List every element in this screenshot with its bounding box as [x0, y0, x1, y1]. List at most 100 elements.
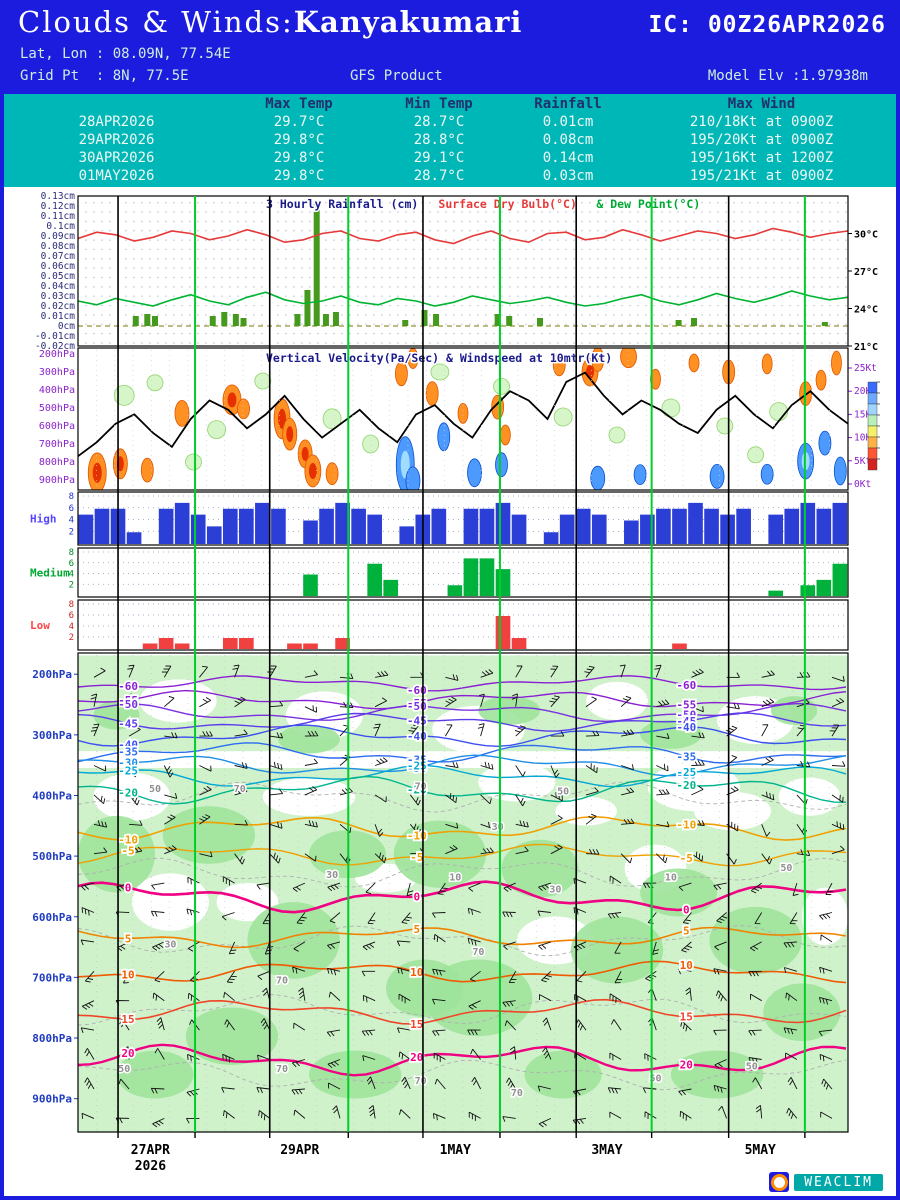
svg-text:-55: -55 [118, 694, 138, 707]
svg-text:0.1cm: 0.1cm [46, 221, 75, 232]
svg-text:8: 8 [69, 492, 74, 502]
column-header: Max Temp [265, 96, 333, 112]
forecast-max-wind: 210/18Kt at 0900Z [689, 114, 834, 130]
svg-text:3MAY: 3MAY [591, 1143, 622, 1158]
svg-text:15: 15 [680, 1011, 693, 1024]
svg-text:70: 70 [276, 976, 288, 987]
svg-text:-0.01cm: -0.01cm [35, 331, 75, 342]
svg-text:4: 4 [69, 622, 74, 632]
svg-text:500hPa: 500hPa [32, 850, 72, 863]
svg-text:5Kt: 5Kt [854, 456, 871, 467]
forecast-table: Max Temp Min Temp Rainfall Max Wind 28APR20… [4, 94, 896, 187]
svg-text:15: 15 [410, 1018, 423, 1031]
svg-text:200hPa: 200hPa [39, 349, 75, 360]
forecast-min-temp: 28.8°C [413, 132, 465, 148]
forecast-rainfall: 0.08cm [542, 132, 594, 148]
svg-text:30: 30 [164, 940, 176, 951]
svg-text:Surface Dry Bulb(°C): Surface Dry Bulb(°C) [438, 197, 576, 211]
svg-text:70: 70 [511, 1088, 523, 1099]
forecast-table-header-row: Max Temp Min Temp Rainfall Max Wind [4, 95, 896, 113]
svg-text:10Kt: 10Kt [854, 433, 877, 444]
svg-text:2026: 2026 [135, 1159, 166, 1174]
svg-text:4: 4 [69, 516, 74, 526]
svg-text:15: 15 [121, 1013, 134, 1026]
svg-text:-40: -40 [118, 739, 138, 752]
svg-text:70: 70 [472, 947, 484, 958]
svg-text:70: 70 [276, 1064, 288, 1075]
forecast-max-wind: 195/21Kt at 0900Z [689, 168, 834, 184]
title-prefix: Clouds & Winds: [18, 5, 294, 39]
velocity-colorbar [867, 381, 880, 471]
svg-text:24°C: 24°C [854, 305, 878, 316]
svg-text:27APR: 27APR [131, 1143, 170, 1158]
svg-text:-60: -60 [118, 680, 138, 693]
svg-text:5MAY: 5MAY [745, 1143, 776, 1158]
lat-lon-label: Lat, Lon : 08.09N, 77.54E [20, 46, 231, 62]
svg-text:50: 50 [149, 784, 161, 795]
svg-text:-0.02cm: -0.02cm [35, 341, 75, 352]
svg-text:0.03cm: 0.03cm [41, 291, 76, 302]
svg-text:-5: -5 [121, 844, 134, 857]
svg-text:0cm: 0cm [58, 321, 75, 332]
svg-text:70: 70 [415, 782, 427, 793]
svg-text:0.07cm: 0.07cm [41, 251, 76, 262]
svg-text:-45: -45 [676, 715, 696, 728]
column-header: Rainfall [534, 96, 602, 112]
panel-cloud-high: 8 6 42 High [30, 491, 849, 546]
panel-rainfall-temp: 0.13cm0.12cm0.11cm0.1cm0.09cm0.08cm0.07c… [35, 191, 878, 353]
weaclim-logo-icon [769, 1172, 790, 1192]
svg-text:0.13cm: 0.13cm [41, 191, 76, 202]
svg-text:50: 50 [118, 1064, 130, 1075]
svg-text:Low: Low [30, 619, 50, 632]
meteogram-svg: 0.13cm0.12cm0.11cm0.1cm0.09cm0.08cm0.07c… [30, 191, 880, 1174]
svg-text:10: 10 [121, 969, 134, 982]
svg-text:300hPa: 300hPa [32, 729, 72, 742]
grid-point-label: Grid Pt : 8N, 77.5E [20, 68, 189, 84]
svg-text:50: 50 [557, 786, 569, 797]
svg-text:Vertical Velocity(Pa/Sec) & Wi: Vertical Velocity(Pa/Sec) & Windspeed at… [266, 351, 612, 365]
svg-text:500hPa: 500hPa [39, 403, 75, 414]
wind-barb-field [80, 664, 846, 1128]
svg-text:800hPa: 800hPa [39, 457, 75, 468]
svg-text:29APR: 29APR [280, 1143, 319, 1158]
forecast-max-temp: 29.8°C [273, 168, 325, 184]
column-header: Max Wind [727, 96, 796, 112]
svg-text:2: 2 [69, 633, 74, 643]
weaclim-badge: WEACLIM [769, 1172, 884, 1192]
svg-text:5: 5 [125, 932, 132, 945]
svg-text:-35: -35 [676, 750, 696, 763]
svg-text:& Dew Point(°C): & Dew Point(°C) [596, 197, 700, 211]
forecast-table-body: 28APR2026 29.7°C 28.7°C 0.01cm 210/18Kt at 0… [4, 113, 896, 185]
forecast-row: 28APR2026 29.7°C 28.7°C 0.01cm 210/18Kt at 0… [4, 113, 896, 131]
forecast-max-temp: 29.7°C [273, 114, 325, 130]
title-station: Kanyakumari [293, 5, 523, 39]
svg-text:-50: -50 [118, 698, 138, 711]
svg-text:-10: -10 [118, 833, 138, 846]
svg-text:-20: -20 [676, 779, 696, 792]
forecast-date: 29APR2026 [78, 132, 155, 148]
svg-text:0: 0 [683, 903, 690, 916]
title-row: Clouds & Winds:Kanyakumari IC: 00Z26APR2… [18, 5, 886, 39]
svg-text:0.06cm: 0.06cm [41, 261, 76, 272]
forecast-max-temp: 29.8°C [273, 150, 325, 166]
svg-text:700hPa: 700hPa [39, 439, 75, 450]
svg-text:-25: -25 [676, 766, 696, 779]
svg-text:0.08cm: 0.08cm [41, 241, 76, 252]
svg-text:20: 20 [680, 1059, 693, 1072]
svg-text:-5: -5 [680, 852, 693, 865]
svg-text:-45: -45 [118, 718, 138, 731]
svg-text:15Kt: 15Kt [854, 409, 877, 420]
grid-info-row: Grid Pt : 8N, 77.5E GFS Product Model El… [20, 68, 868, 84]
svg-text:200hPa: 200hPa [32, 668, 72, 681]
svg-text:300hPa: 300hPa [39, 367, 75, 378]
panel-upper-air: -60 -60 -60-55 -55 -55-50 -50-50-45 -45 -45-40-… [32, 652, 849, 1133]
svg-text:3 Hourly Rainfall (cm): 3 Hourly Rainfall (cm) [266, 197, 418, 211]
forecast-min-temp: 28.7°C [413, 168, 465, 184]
svg-text:20: 20 [121, 1047, 134, 1060]
forecast-max-temp: 29.8°C [273, 132, 325, 148]
svg-text:25Kt: 25Kt [854, 363, 877, 374]
